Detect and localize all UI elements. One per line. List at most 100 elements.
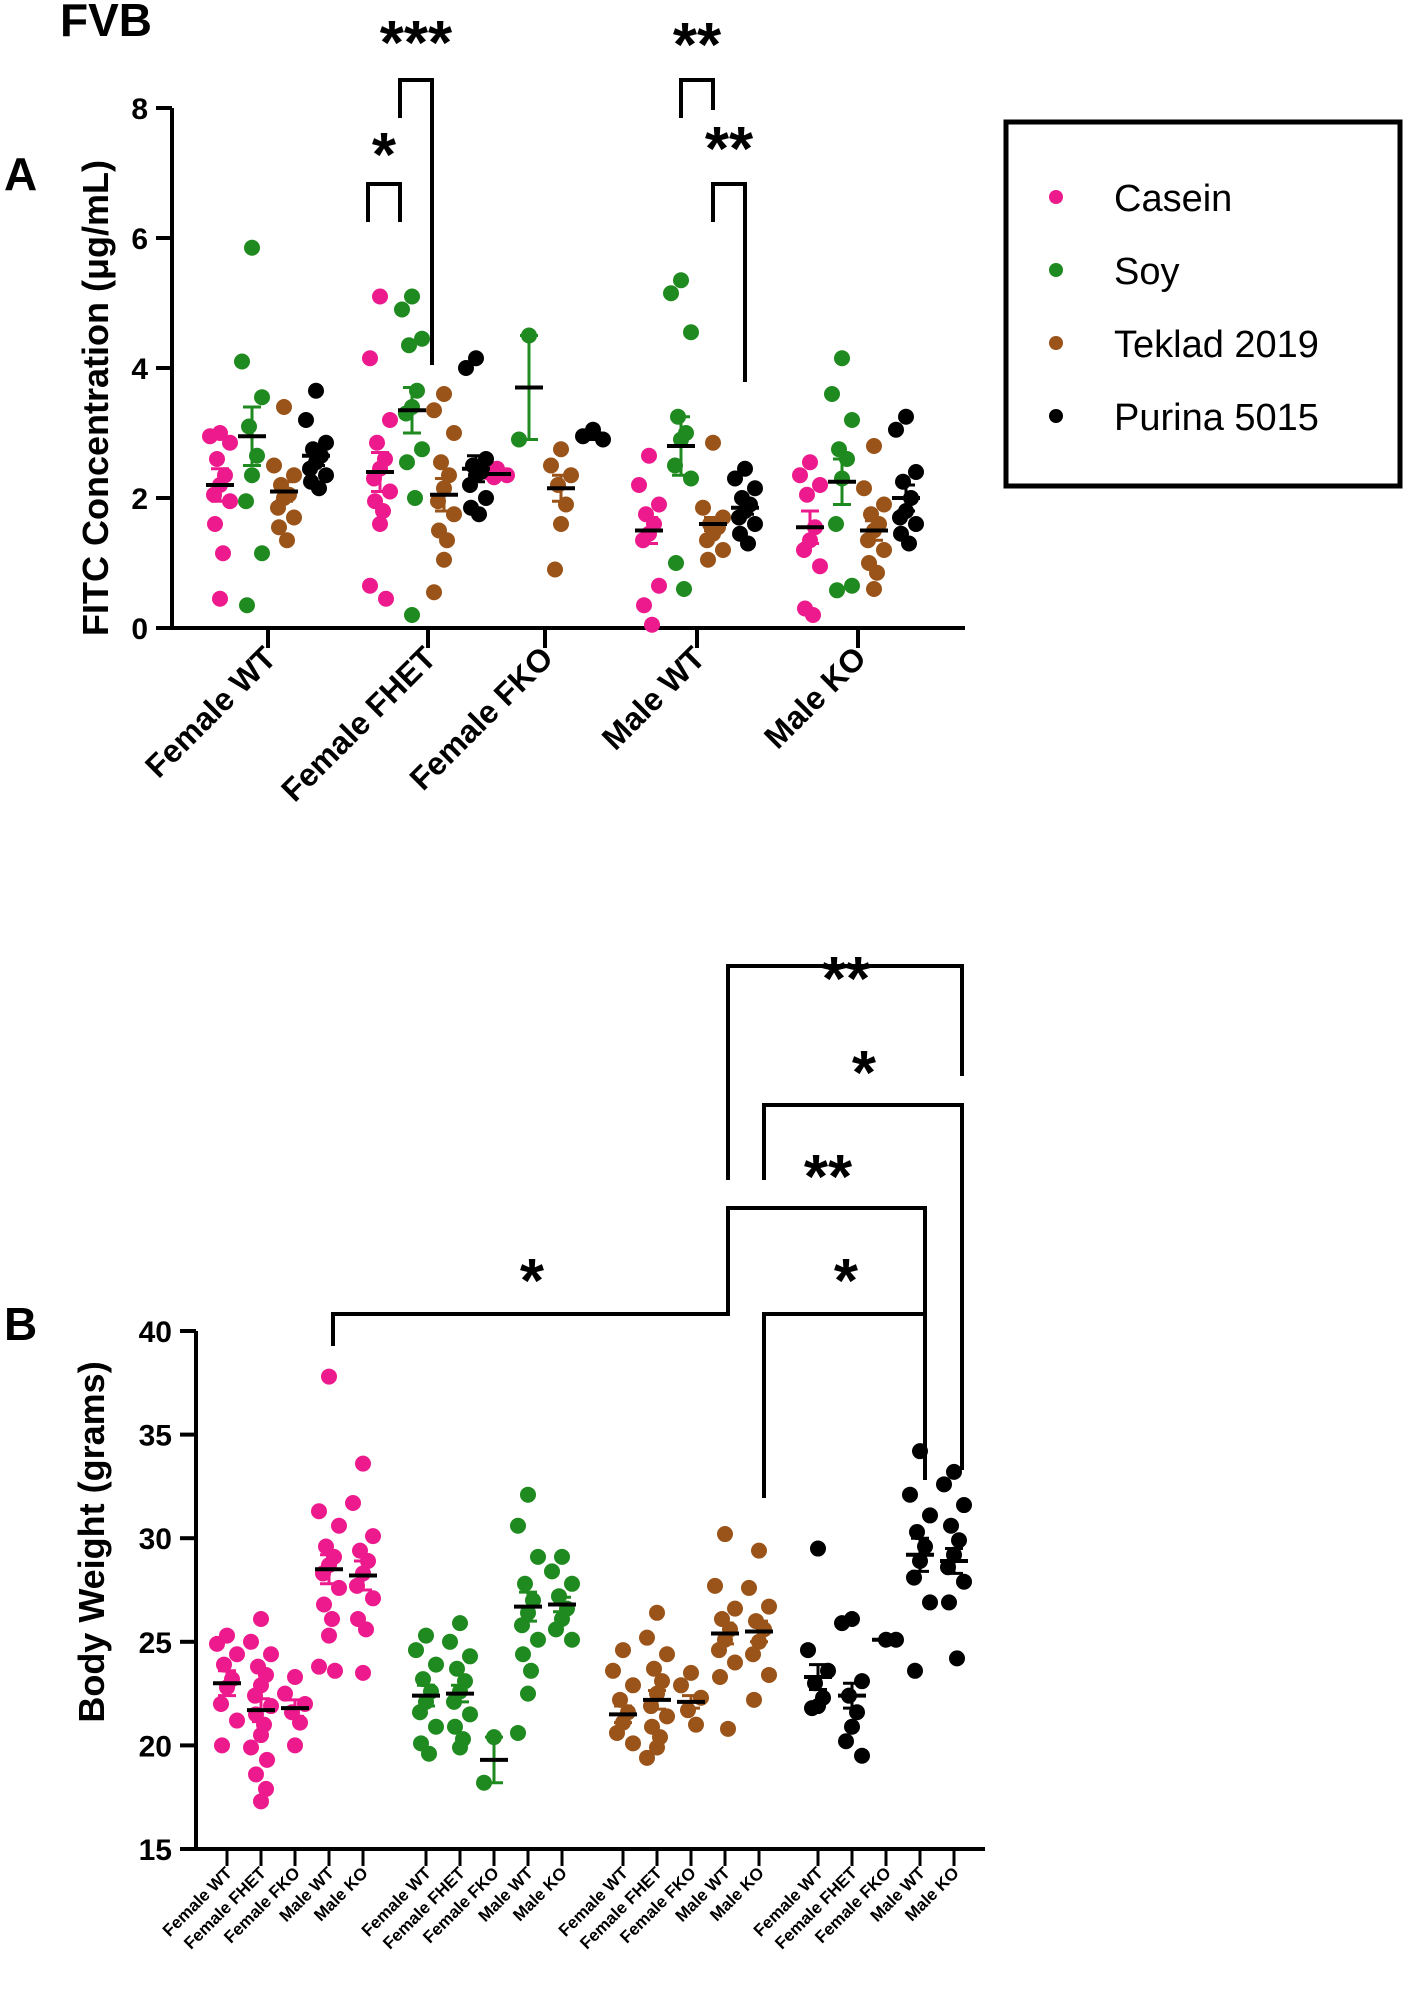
panel-a-teklad-2019-female-fhet-point: [446, 425, 462, 441]
panel-b-casein-female-wt-point: [216, 1656, 232, 1673]
panel-b-y-tick-label: 35: [139, 1420, 172, 1453]
panel-b-teklad-2019-male-wt-point: [712, 1669, 728, 1686]
panel-b-significance-label: *: [852, 1039, 877, 1108]
legend-label-teklad-2019: Teklad 2019: [1114, 324, 1319, 366]
panel-b-soy-female-fhet-point: [449, 1660, 465, 1677]
panel-b-teklad-2019-female-fko-point: [673, 1677, 689, 1694]
legend-label-soy: Soy: [1114, 251, 1179, 293]
panel-b-teklad-2019-female-fhet-point: [639, 1629, 655, 1646]
panel-b-significance-label: **: [822, 945, 871, 1014]
panel-a-soy-male-wt-point: [668, 555, 684, 571]
panel-a-soy-female-fhet-point: [414, 330, 430, 347]
panel-b-purina-5015-female-fhet-point: [854, 1747, 870, 1764]
panel-b-significance-bracket: [726, 1206, 927, 1458]
legend-label-casein: Casein: [1114, 178, 1232, 220]
legend: Casein Soy Teklad 2019 Purina 5015: [1003, 119, 1403, 489]
panel-b-y-tick-label: 25: [139, 1627, 172, 1660]
panel-b-significance-bracket: [762, 1103, 964, 1470]
panel-b-teklad-2019-female-fhet-point: [659, 1646, 675, 1663]
panel-a-soy-female-wt-point: [254, 545, 270, 562]
panel-b-purina-5015-male-ko-point: [949, 1650, 965, 1667]
panel-b-purina-5015-male-ko-point: [940, 1559, 956, 1576]
panel-a-teklad-2019-male-ko-point: [869, 564, 885, 581]
panel-a-x-tick-label: Male KO: [757, 639, 873, 755]
panel-b-purina-5015-male-wt-point: [922, 1594, 938, 1611]
legend-entry-soy: Soy: [1049, 251, 1179, 293]
panel-b-casein-male-wt-point: [316, 1596, 332, 1613]
panel-a-purina-5015-male-wt-point: [747, 480, 763, 497]
panel-a-teklad-2019-female-fhet-point: [436, 386, 452, 402]
panel-b-casein-female-fko-point: [287, 1669, 303, 1686]
panel-a-soy-female-wt-point: [241, 418, 257, 435]
panel-a-teklad-2019-male-ko-point: [876, 542, 892, 558]
panel-b-teklad-2019-female-wt-point: [625, 1735, 641, 1752]
panel-a-y-tick-label: 4: [131, 353, 148, 386]
panel-b-purina-5015-male-ko-point: [943, 1517, 959, 1534]
panel-a-teklad-2019-female-wt-point: [286, 467, 302, 484]
panel-a-purina-5015-male-wt-point: [747, 516, 763, 532]
panel-b-soy-male-ko-point: [544, 1563, 560, 1580]
panel-b-casein-female-wt-point: [214, 1737, 230, 1754]
panel-b-soy-male-wt-point: [517, 1575, 533, 1592]
panel-a-casein-male-wt-point: [631, 477, 647, 493]
legend-entry-casein: Casein: [1049, 178, 1232, 220]
panel-a-soy-female-wt-point: [254, 389, 270, 406]
panel-b-purina-5015-male-wt-point: [906, 1569, 922, 1586]
panel-a-casein-female-wt-point: [222, 434, 238, 451]
panel-a-letter: A: [4, 148, 37, 200]
panel-a-casein-female-wt-point: [215, 545, 231, 562]
panel-a-purina-5015-male-ko-point: [908, 464, 924, 480]
panel-a-teklad-2019-male-ko-point: [866, 581, 882, 597]
panel-b-teklad-2019-male-ko-point: [761, 1598, 777, 1615]
panel-a-soy-female-fhet-point: [404, 288, 420, 305]
panel-a-purina-5015-male-ko-point: [892, 509, 908, 526]
panel-a-purina-5015-male-wt-point: [740, 535, 756, 552]
panel-a-soy-female-fhet-point: [401, 337, 417, 354]
panel-b: B Body Weight (grams) 152025303540Female…: [4, 945, 985, 1953]
panel-a-soy-male-wt-point: [667, 457, 683, 474]
panel-b-purina-5015-male-wt-point: [902, 1486, 918, 1503]
panel-a-casein-male-wt-point: [651, 577, 667, 594]
panel-b-casein-female-wt-point: [213, 1695, 229, 1712]
panel-b-purina-5015-female-fhet-point: [838, 1733, 854, 1750]
panel-a-significance-bracket: [711, 182, 747, 382]
panel-a-casein-female-fhet-point: [366, 470, 382, 487]
panel-a-soy-female-fhet-point: [407, 490, 423, 506]
panel-a-purina-5015-female-fhet-point: [458, 360, 474, 376]
panel-a-teklad-2019-female-wt-point: [286, 509, 302, 526]
panel-b-y-tick-label: 15: [139, 1834, 172, 1867]
panel-b-teklad-2019-female-wt-point: [625, 1677, 641, 1694]
panel-a-purina-5015-female-wt-point: [298, 412, 314, 428]
panel-b-purina-5015-male-ko-point: [956, 1497, 972, 1514]
panel-b-significance-bracket: [331, 1282, 730, 1346]
panel-b-teklad-2019-female-fko-point: [688, 1716, 704, 1733]
legend-marker-casein: [1049, 190, 1063, 204]
strain-label: FVB: [60, 0, 152, 46]
panel-b-casein-male-wt-point: [321, 1368, 337, 1385]
panel-a-teklad-2019-female-fko-point: [553, 516, 569, 532]
panel-a-casein-male-ko-point: [812, 477, 828, 493]
panel-b-teklad-2019-female-wt-point: [615, 1642, 631, 1659]
panel-a-soy-male-ko-point: [844, 577, 860, 594]
panel-b-soy-female-wt-point: [408, 1642, 424, 1659]
panel-b-teklad-2019-female-fhet-point: [654, 1673, 670, 1690]
panel-a-teklad-2019-female-fko-point: [543, 457, 559, 474]
panel-b-teklad-2019-male-wt-point: [727, 1600, 743, 1617]
panel-a-casein-male-ko-point: [799, 486, 815, 503]
panel-a-y-tick-label: 6: [131, 223, 148, 256]
panel-b-teklad-2019-male-ko-point: [741, 1579, 757, 1596]
panel-a-casein-female-fhet-point: [372, 516, 388, 532]
panel-a-x-tick-label: Female WT: [138, 639, 283, 784]
panel-a-soy-male-ko-point: [828, 516, 844, 532]
legend-marker-soy: [1049, 263, 1063, 277]
panel-a-teklad-2019-male-ko-point: [876, 496, 892, 513]
panel-a-soy-male-ko-point: [844, 412, 860, 428]
panel-a-purina-5015-female-fhet-point: [471, 506, 487, 523]
panel-a-soy-female-fhet-point: [394, 301, 410, 318]
panel-a-casein-male-ko-point: [792, 467, 808, 484]
panel-a-teklad-2019-male-wt-point: [715, 542, 731, 558]
panel-b-purina-5015-male-wt-point: [922, 1507, 938, 1524]
panel-a-casein-female-fhet-point: [375, 503, 391, 519]
